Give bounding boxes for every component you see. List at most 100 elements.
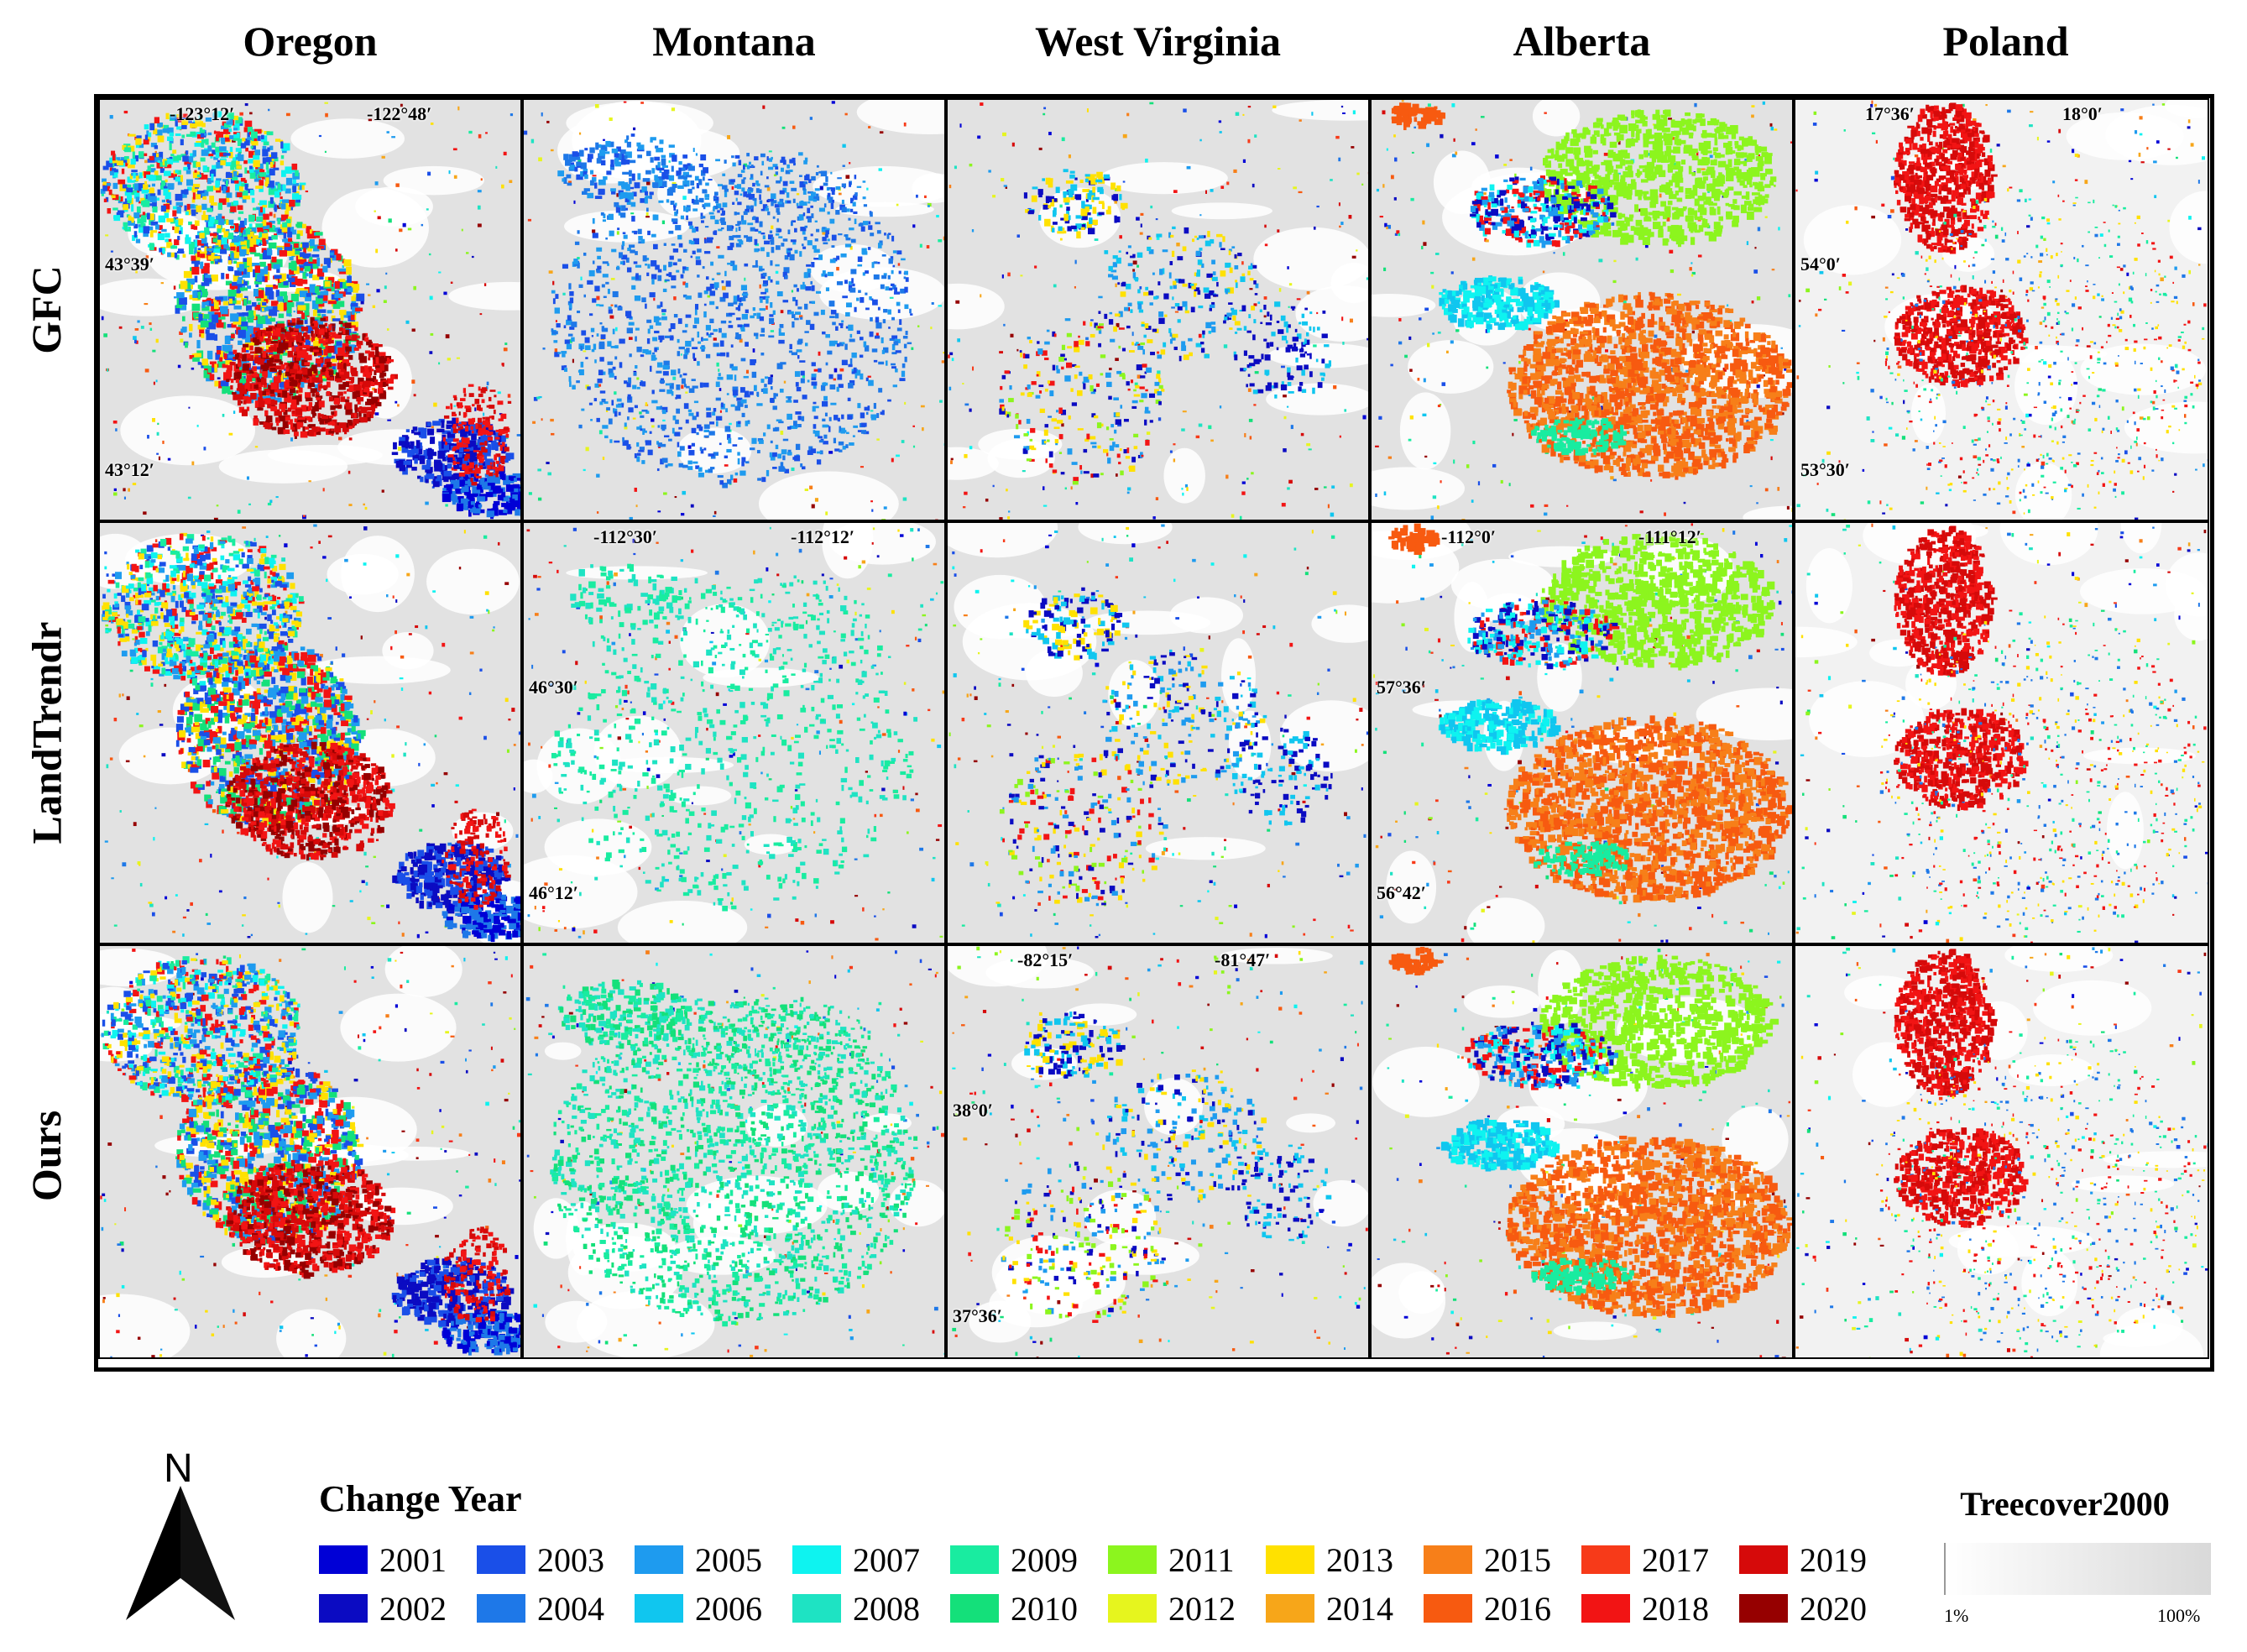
change-cluster-pixel [228, 351, 234, 358]
change-cluster-pixel [234, 742, 242, 751]
change-cluster-pixel [316, 320, 323, 329]
change-cluster-pixel [499, 445, 503, 451]
change-cluster-pixel [473, 509, 481, 514]
change-pixel [443, 771, 448, 776]
change-cluster-pixel [238, 340, 243, 345]
change-cluster-pixel [303, 374, 311, 379]
change-cluster-pixel [269, 739, 276, 747]
change-cluster-pixel [141, 188, 149, 194]
change-cluster-pixel [426, 449, 434, 456]
change-cluster-pixel [204, 190, 209, 196]
change-pixel [101, 316, 104, 321]
change-cluster-pixel [233, 817, 240, 821]
change-cluster-pixel [237, 280, 243, 285]
change-cluster-pixel [279, 836, 285, 842]
change-cluster-pixel [269, 756, 274, 761]
change-cluster-pixel [209, 374, 215, 380]
change-pixel [431, 426, 434, 429]
change-cluster-pixel [317, 245, 324, 249]
change-cluster-pixel [342, 313, 348, 318]
change-cluster-pixel [351, 724, 356, 732]
change-cluster-pixel [274, 400, 278, 405]
change-cluster-pixel [352, 772, 360, 779]
change-cluster-pixel [270, 285, 279, 290]
change-cluster-pixel [309, 256, 313, 262]
change-cluster-pixel [356, 293, 365, 301]
change-cluster-pixel [322, 822, 329, 829]
change-pixel [157, 422, 159, 426]
change-cluster-pixel [269, 306, 277, 310]
change-cluster-pixel [231, 323, 237, 328]
change-cluster-pixel [387, 358, 395, 363]
change-cluster-pixel [322, 332, 331, 338]
change-cluster-pixel [191, 726, 201, 733]
change-cluster-pixel [180, 703, 189, 712]
change-cluster-pixel [191, 187, 199, 193]
change-cluster-pixel [500, 457, 505, 463]
change-cluster-pixel [442, 488, 447, 494]
change-cluster-pixel [299, 183, 302, 191]
change-pixel [428, 253, 431, 256]
change-cluster-pixel [489, 416, 493, 419]
change-cluster-pixel [318, 840, 326, 846]
change-cluster-pixel [309, 284, 316, 293]
change-cluster-pixel [274, 766, 280, 771]
change-cluster-pixel [297, 671, 306, 678]
change-cluster-pixel [284, 244, 293, 251]
change-pixel [133, 822, 137, 827]
change-cluster-pixel [280, 203, 286, 210]
change-cluster-pixel [238, 211, 244, 214]
change-cluster-pixel [207, 799, 213, 805]
change-cluster-pixel [280, 819, 288, 828]
change-cluster-pixel [222, 139, 226, 144]
change-cluster-pixel [233, 761, 238, 767]
change-cluster-pixel [262, 351, 267, 358]
change-cluster-pixel [474, 468, 481, 474]
change-cluster-pixel [310, 388, 318, 394]
change-cluster-pixel [172, 210, 177, 217]
change-cluster-pixel [478, 455, 483, 461]
change-cluster-pixel [244, 138, 250, 146]
change-pixel [348, 470, 351, 474]
change-pixel [217, 810, 220, 814]
change-pixel [384, 285, 387, 290]
change-cluster-pixel [461, 433, 468, 442]
change-pixel [372, 305, 376, 309]
change-pixel [381, 489, 384, 493]
change-cluster-pixel [316, 397, 321, 400]
change-cluster-pixel [363, 789, 366, 797]
change-cluster-pixel [312, 413, 316, 418]
nonforest-patch [267, 444, 383, 466]
change-cluster-pixel [167, 252, 171, 258]
change-pixel [390, 788, 395, 792]
change-cluster-pixel [278, 343, 284, 348]
change-cluster-pixel [189, 354, 195, 359]
change-pixel [264, 616, 267, 620]
change-cluster-pixel [243, 693, 251, 702]
change-cluster-pixel [218, 198, 227, 206]
change-cluster-pixel [383, 379, 389, 384]
change-cluster-pixel [156, 161, 164, 169]
change-cluster-pixel [196, 134, 204, 139]
change-cluster-pixel [146, 130, 149, 137]
change-cluster-pixel [255, 239, 265, 244]
change-pixel [348, 437, 353, 441]
change-cluster-pixel [218, 768, 227, 776]
change-pixel [396, 725, 400, 729]
change-cluster-pixel [205, 117, 212, 122]
change-cluster-pixel [329, 761, 332, 765]
change-cluster-pixel [270, 363, 276, 367]
change-cluster-pixel [214, 755, 221, 762]
change-cluster-pixel [149, 232, 154, 238]
change-cluster-pixel [308, 755, 313, 761]
change-cluster-pixel [300, 367, 308, 375]
change-cluster-pixel [311, 322, 319, 326]
change-cluster-pixel [377, 798, 381, 806]
change-cluster-pixel [338, 422, 347, 428]
change-cluster-pixel [274, 669, 279, 673]
change-cluster-pixel [233, 376, 240, 380]
change-pixel [430, 332, 434, 336]
change-cluster-pixel [248, 744, 257, 750]
change-cluster-pixel [358, 377, 364, 385]
change-cluster-pixel [280, 643, 289, 651]
